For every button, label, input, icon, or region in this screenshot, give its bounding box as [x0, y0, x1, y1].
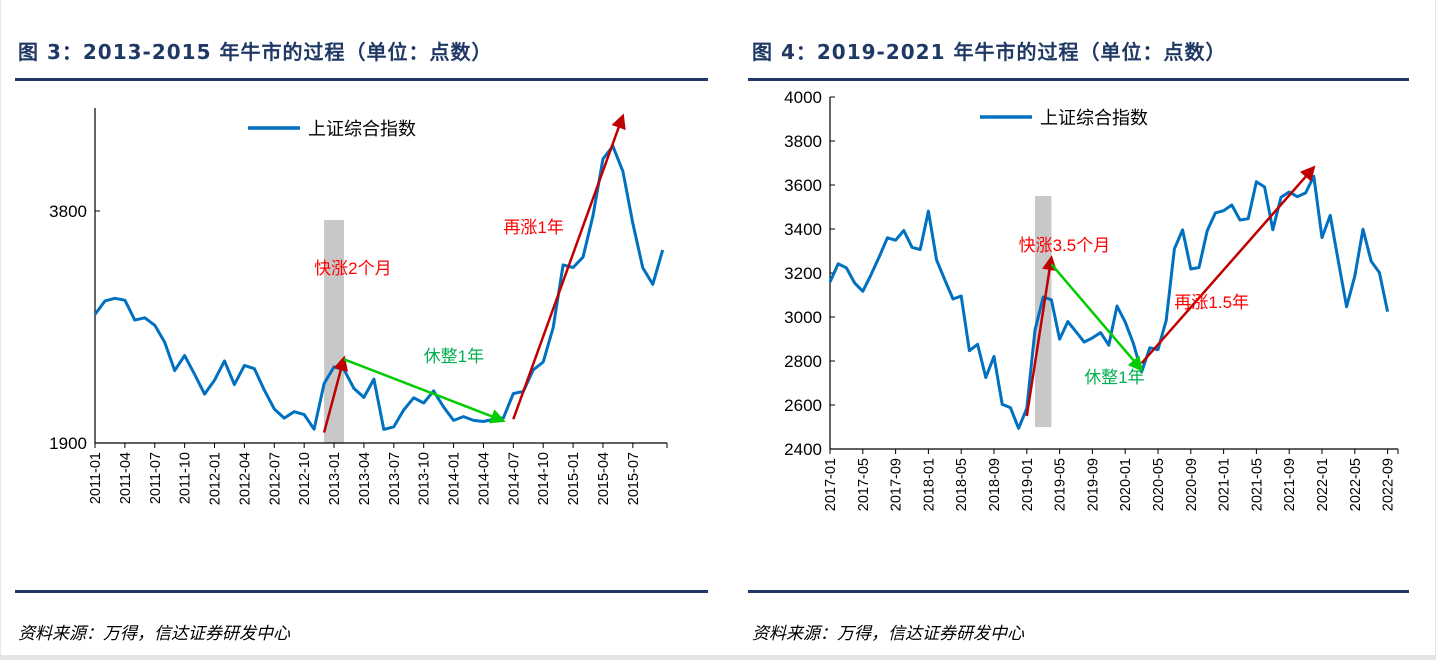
- x-tick-label: 2011-01: [88, 452, 104, 504]
- footer-divider-left: [15, 590, 708, 593]
- x-tick-label: 2011-07: [148, 452, 164, 504]
- x-tick-label: 2022-01: [1315, 458, 1331, 511]
- bottom-strip: [0, 655, 1436, 660]
- y-tick-label: 3800: [784, 132, 822, 151]
- title-divider-left: [15, 78, 708, 81]
- x-tick-label: 2021-01: [1217, 458, 1233, 511]
- x-tick-label: 2013-07: [387, 452, 403, 505]
- x-tick-label: 2015-04: [596, 452, 612, 505]
- x-tick-label: 2014-04: [476, 452, 492, 505]
- chart-title-left: 图 3：2013-2015 年牛市的过程（单位：点数）: [18, 40, 493, 64]
- annotation-label: 休整1年: [424, 347, 484, 366]
- annotation-label: 快涨3.5个月: [1019, 236, 1111, 255]
- x-tick-label: 2019-01: [1020, 458, 1036, 511]
- trend-arrow: [512, 113, 626, 420]
- x-tick-label: 2012-07: [267, 452, 283, 505]
- x-tick-label: 2017-05: [856, 458, 872, 511]
- y-tick-label: 4000: [784, 88, 822, 107]
- source-note-right: 资料来源：万得，信达证券研发中心: [752, 624, 1024, 644]
- y-tick-label: 2800: [784, 352, 822, 371]
- y-tick-label: 3200: [784, 264, 822, 283]
- x-tick-label: 2012-04: [237, 452, 253, 505]
- legend-label: 上证综合指数: [1040, 108, 1148, 128]
- annotation-label: 休整1年: [1084, 368, 1144, 387]
- x-tick-label: 2014-01: [447, 452, 463, 505]
- y-tick-label: 3800: [49, 202, 87, 221]
- y-tick-label: 3000: [784, 308, 822, 327]
- annotation-label: 再涨1.5年: [1174, 293, 1249, 312]
- x-tick-label: 2017-09: [889, 458, 905, 511]
- x-tick-label: 2019-05: [1053, 458, 1069, 511]
- x-tick-label: 2018-05: [954, 458, 970, 511]
- chart-left: 1900 3800 2011-01 2011-04 2011-07 2011-10 2012…: [49, 108, 668, 505]
- x-tick-label: 2014-07: [506, 452, 522, 505]
- y-tick-label: 3600: [784, 176, 822, 195]
- x-tick-label: 2013-04: [357, 452, 373, 505]
- trend-arrow: [343, 358, 506, 424]
- y-tick-label: 3400: [784, 220, 822, 239]
- x-tick-label: 2021-09: [1282, 458, 1298, 511]
- x-tick-label: 2013-01: [327, 452, 343, 505]
- x-tick-label: 2013-10: [417, 452, 433, 505]
- annotation-label: 快涨2个月: [314, 259, 391, 278]
- trend-arrow: [322, 355, 349, 433]
- trend-arrow: [1025, 255, 1057, 417]
- legend-label: 上证综合指数: [308, 119, 416, 139]
- series-line-shanghai-composite: [93, 144, 665, 431]
- title-divider-right: [748, 78, 1409, 81]
- x-tick-label: 2022-09: [1381, 458, 1397, 511]
- y-tick-label: 2400: [784, 440, 822, 459]
- x-tick-label: 2022-05: [1348, 458, 1364, 511]
- chart-right: 2400 2600 2800 3000 3200 3400 3600 3800 4000 2017…: [784, 88, 1399, 511]
- annotation-label: 再涨1年: [503, 218, 563, 237]
- x-tick-label: 2020-01: [1118, 458, 1134, 511]
- chart-title-right: 图 4：2019-2021 年牛市的过程（单位：点数）: [752, 40, 1227, 64]
- x-tick-label: 2012-10: [297, 452, 313, 505]
- source-note-left: 资料来源：万得，信达证券研发中心: [18, 624, 290, 644]
- x-tick-label: 2019-09: [1085, 458, 1101, 511]
- trend-arrow: [1140, 165, 1316, 365]
- x-tick-label: 2021-05: [1249, 458, 1265, 511]
- x-tick-label: 2018-01: [921, 458, 937, 511]
- x-tick-label: 2018-09: [987, 458, 1003, 511]
- highlight-band: [324, 219, 344, 443]
- x-tick-label: 2020-09: [1184, 458, 1200, 511]
- x-tick-label: 2014-10: [536, 452, 552, 505]
- x-tick-label: 2015-07: [626, 452, 642, 505]
- panel-border-left: [0, 0, 1, 655]
- x-tick-label: 2012-01: [208, 452, 224, 505]
- x-tick-label: 2017-01: [823, 458, 839, 511]
- x-tick-label: 2011-10: [178, 452, 194, 504]
- y-tick-label: 2600: [784, 396, 822, 415]
- x-tick-label: 2011-04: [118, 452, 134, 504]
- y-tick-label: 1900: [49, 434, 87, 453]
- trend-arrow: [1050, 263, 1144, 372]
- x-tick-label: 2015-01: [566, 452, 582, 505]
- series-line-shanghai-composite: [828, 174, 1390, 430]
- footer-divider-right: [748, 590, 1409, 593]
- x-tick-label: 2020-05: [1151, 458, 1167, 511]
